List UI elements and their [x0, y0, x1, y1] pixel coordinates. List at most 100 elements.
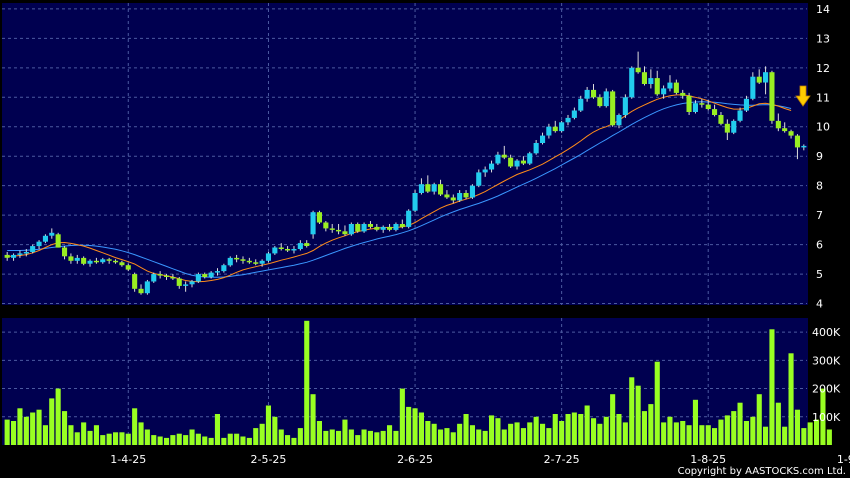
candle-body	[724, 123, 730, 133]
volume-bar	[763, 426, 769, 445]
candle-body	[527, 153, 533, 164]
candle-body	[686, 95, 692, 112]
volume-bar	[285, 435, 291, 445]
candle-body	[667, 82, 673, 89]
volume-bar	[412, 408, 418, 445]
latest-price-arrow-icon	[795, 85, 811, 107]
volume-tick-label: 300K	[812, 354, 841, 367]
candle-body	[259, 260, 265, 264]
candle-body	[482, 169, 488, 173]
volume-bar	[489, 415, 495, 445]
volume-bar	[457, 423, 463, 445]
candle-body	[278, 247, 284, 249]
candle-body	[699, 103, 705, 105]
price-tick-label: 5	[816, 268, 823, 281]
volume-bar	[81, 422, 87, 445]
volume-axis-ticks: 100K 200K 300K 400K	[812, 326, 841, 424]
volume-bar	[176, 433, 182, 445]
volume-bar	[731, 411, 737, 445]
volume-bar	[801, 428, 807, 445]
candle-body	[4, 254, 10, 258]
volume-bar	[367, 430, 373, 445]
candle-body	[661, 88, 667, 95]
candle-body	[138, 288, 144, 294]
volume-bar	[591, 418, 597, 445]
volume-bar	[641, 411, 647, 445]
candle-body	[469, 185, 475, 198]
volume-bar	[814, 419, 820, 445]
candle-body	[253, 262, 259, 264]
volume-bar	[208, 437, 214, 445]
volume-bar	[616, 414, 622, 445]
volume-bar	[361, 429, 367, 445]
volume-bars	[4, 320, 832, 445]
candle-body	[794, 135, 800, 148]
price-panel-background	[2, 3, 808, 305]
candle-body	[348, 224, 354, 235]
volume-bar	[705, 425, 711, 445]
volume-bar	[622, 422, 628, 445]
price-tick-label: 11	[816, 91, 830, 104]
volume-bar	[68, 425, 74, 445]
volume-bar	[552, 414, 558, 445]
candle-body	[578, 98, 584, 111]
date-tick-label: 2-5-25	[251, 453, 287, 466]
candle-body	[450, 197, 456, 201]
candle-body	[705, 104, 711, 109]
candle-body	[100, 259, 106, 263]
candle-body	[584, 89, 590, 99]
volume-bar	[540, 423, 546, 445]
volume-bar	[603, 416, 609, 445]
candle-body	[533, 143, 539, 154]
candle-body	[81, 257, 87, 264]
candle-body	[406, 210, 412, 227]
candle-body	[514, 160, 520, 167]
candle-body	[782, 128, 788, 132]
volume-bar	[234, 433, 240, 445]
volume-bar	[514, 422, 520, 445]
volume-bar	[42, 425, 48, 445]
candle-body	[438, 184, 444, 195]
volume-bar	[265, 405, 271, 445]
volume-bar	[278, 429, 284, 445]
volume-bar	[406, 406, 412, 445]
volume-bar	[342, 419, 348, 445]
candle-body	[393, 224, 399, 230]
date-tick-label: 2-6-25	[397, 453, 433, 466]
volume-bar	[425, 421, 431, 445]
candle-body	[476, 172, 482, 186]
volume-bar	[93, 425, 99, 445]
volume-bar	[189, 429, 195, 445]
candle-body	[788, 131, 794, 136]
volume-bar	[30, 412, 36, 445]
candle-body	[457, 193, 463, 201]
volume-bar	[183, 435, 189, 445]
candle-body	[610, 91, 616, 126]
candle-body	[367, 224, 373, 227]
candle-body	[565, 117, 571, 123]
price-tick-label: 10	[816, 121, 830, 134]
volume-bar	[4, 419, 10, 445]
volume-bar	[297, 428, 303, 445]
volume-bar	[253, 428, 259, 445]
price-tick-label: 9	[816, 150, 823, 163]
candle-body	[622, 97, 628, 115]
candle-body	[718, 115, 724, 124]
candle-body	[775, 120, 781, 129]
volume-bar	[55, 388, 61, 445]
candle-body	[68, 256, 74, 261]
volume-bar	[724, 415, 730, 445]
volume-bar	[750, 416, 756, 445]
candle-body	[234, 257, 240, 260]
candle-body	[170, 277, 176, 279]
volume-bar	[23, 416, 29, 445]
candle-body	[221, 265, 227, 272]
volume-bar	[348, 429, 354, 445]
candle-body	[316, 212, 322, 223]
candle-body	[673, 82, 679, 93]
volume-bar	[259, 423, 265, 445]
volume-bar	[291, 437, 297, 445]
volume-bar	[444, 428, 450, 445]
volume-bar	[578, 414, 584, 445]
